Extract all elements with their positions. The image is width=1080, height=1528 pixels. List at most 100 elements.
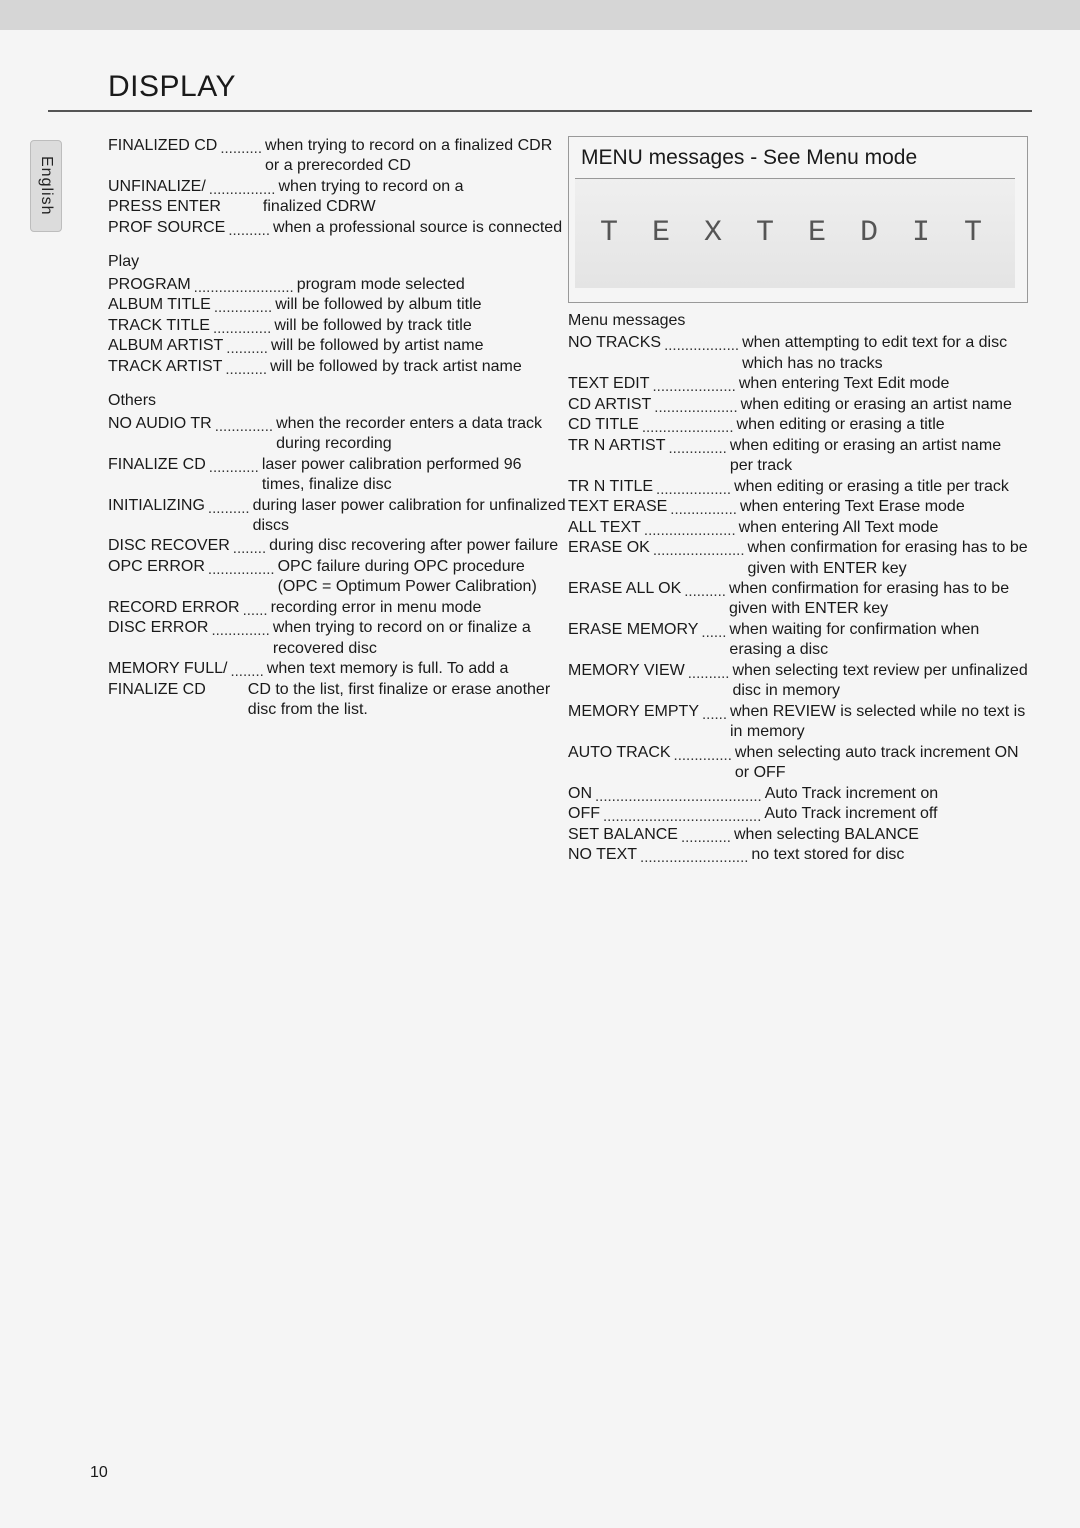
leader-dots: .................. xyxy=(663,336,740,351)
term: OFF xyxy=(568,804,602,824)
leader-dots: ........ xyxy=(229,662,264,677)
definition-entry: ON......................................… xyxy=(568,784,1028,804)
left-column: FINALIZED CD..........when trying to rec… xyxy=(108,136,568,721)
description: when editing or erasing a title xyxy=(735,415,1028,435)
term: OPC ERROR xyxy=(108,557,207,577)
description: when text memory is full. To add a xyxy=(265,659,568,679)
term: MEMORY FULL/ xyxy=(108,659,229,679)
leader-dots: .......... xyxy=(687,664,731,679)
term: TEXT ERASE xyxy=(568,497,669,517)
description: CD to the list, first finalize or erase … xyxy=(248,680,568,721)
leader-dots: ................ xyxy=(207,560,276,575)
description: OPC failure during OPC procedure (OPC = … xyxy=(276,557,568,598)
term: FINALIZE CD xyxy=(108,680,208,700)
page: English DISPLAY FINALIZED CD..........wh… xyxy=(0,0,1080,1528)
term: ON xyxy=(568,784,594,804)
description: recording error in menu mode xyxy=(269,598,568,618)
description: when trying to record on a finalized CDR… xyxy=(263,136,568,177)
term: CD TITLE xyxy=(568,415,641,435)
term: ERASE OK xyxy=(568,538,652,558)
definition-entry: MEMORY VIEW..........when selecting text… xyxy=(568,661,1028,702)
definition-entry: NO TRACKS..................when attempti… xyxy=(568,333,1028,374)
term: ALBUM ARTIST xyxy=(108,336,225,356)
term: MEMORY VIEW xyxy=(568,661,687,681)
definition-entry: RECORD ERROR......recording error in men… xyxy=(108,598,568,618)
definition-entry: ERASE ALL OK..........when confirmation … xyxy=(568,579,1028,620)
lcd-text: T E X T E D I T xyxy=(600,214,990,252)
term: CD ARTIST xyxy=(568,395,653,415)
definition-entry: UNFINALIZE/................when trying t… xyxy=(108,177,568,197)
definition-entry: PROGRAM........................program m… xyxy=(108,275,568,295)
leader-dots: ...... xyxy=(242,601,269,616)
leader-dots: .............. xyxy=(210,621,270,636)
term: NO TRACKS xyxy=(568,333,663,353)
description: will be followed by track artist name xyxy=(268,357,568,377)
term: FINALIZE CD xyxy=(108,455,208,475)
definition-entry: OFF.....................................… xyxy=(568,804,1028,824)
description: when a professional source is connected xyxy=(271,218,568,238)
term: ALBUM TITLE xyxy=(108,295,213,315)
term: ERASE ALL OK xyxy=(568,579,683,599)
description: when selecting auto track increment ON o… xyxy=(733,743,1028,784)
leader-dots: ...................... xyxy=(641,418,735,433)
term: TRACK ARTIST xyxy=(108,357,224,377)
description: Auto Track increment on xyxy=(763,784,1028,804)
term: RECORD ERROR xyxy=(108,598,242,618)
language-label: English xyxy=(37,156,55,215)
leader-dots: .......... xyxy=(227,221,271,236)
definition-entry: TRACK ARTIST..........will be followed b… xyxy=(108,357,568,377)
leader-dots: ...................... xyxy=(652,541,746,556)
term: AUTO TRACK xyxy=(568,743,673,763)
description: no text stored for disc xyxy=(749,845,1028,865)
term: MEMORY EMPTY xyxy=(568,702,701,722)
term: ALL TEXT xyxy=(568,518,643,538)
description: during laser power calibration for unfin… xyxy=(251,496,568,537)
menu-header: MENU messages - See Menu mode xyxy=(575,141,1021,172)
definition-entry: CD ARTIST....................when editin… xyxy=(568,395,1028,415)
leader-dots: .............. xyxy=(212,319,272,334)
definition-entry: AUTO TRACK..............when selecting a… xyxy=(568,743,1028,784)
definition-entry: SET BALANCE............when selecting BA… xyxy=(568,825,1028,845)
term: DISC RECOVER xyxy=(108,536,232,556)
definition-entry: TRACK TITLE..............will be followe… xyxy=(108,316,568,336)
definition-entry: ERASE OK......................when confi… xyxy=(568,538,1028,579)
columns: FINALIZED CD..........when trying to rec… xyxy=(108,136,1032,1036)
description: program mode selected xyxy=(295,275,568,295)
definition-entry: ALBUM ARTIST..........will be followed b… xyxy=(108,336,568,356)
leader-dots: .......... xyxy=(219,139,263,154)
lcd-illustration: T E X T E D I T xyxy=(575,178,1015,288)
play-heading: Play xyxy=(108,252,568,272)
definition-entry: TR N ARTIST..............when editing or… xyxy=(568,436,1028,477)
leader-dots: .......... xyxy=(207,499,251,514)
definition-entry: CD TITLE......................when editi… xyxy=(568,415,1028,435)
definition-entry: FINALIZED CD..........when trying to rec… xyxy=(108,136,568,177)
leader-dots: ............ xyxy=(208,458,260,473)
definition-entry: MEMORY FULL/........when text memory is … xyxy=(108,659,568,679)
description: when entering Text Edit mode xyxy=(737,374,1028,394)
definition-entry: FINALIZE CD............laser power calib… xyxy=(108,455,568,496)
description: will be followed by artist name xyxy=(269,336,568,356)
leader-dots: ........ xyxy=(232,539,267,554)
leader-dots: .......................... xyxy=(639,848,749,863)
description: when trying to record on or finalize a r… xyxy=(271,618,568,659)
definition-entry: DISC ERROR..............when trying to r… xyxy=(108,618,568,659)
definition-entry: DISC RECOVER........during disc recoveri… xyxy=(108,536,568,556)
description: when confirmation for erasing has to be … xyxy=(746,538,1029,579)
definition-entry: NO TEXT..........................no text… xyxy=(568,845,1028,865)
leader-dots: ...... xyxy=(701,705,728,720)
definition-entry: TEXT ERASE................when entering … xyxy=(568,497,1028,517)
leader-dots: ............ xyxy=(680,828,732,843)
definition-entry: ALL TEXT......................when enter… xyxy=(568,518,1028,538)
definition-entry: TR N TITLE..................when editing… xyxy=(568,477,1028,497)
leader-dots: .................... xyxy=(653,398,738,413)
description: when REVIEW is selected while no text is… xyxy=(728,702,1028,743)
title-rule xyxy=(48,110,1032,112)
definition-entry: MEMORY EMPTY......when REVIEW is selecte… xyxy=(568,702,1028,743)
definition-entry: TEXT EDIT....................when enteri… xyxy=(568,374,1028,394)
leader-dots: .............. xyxy=(214,417,274,432)
menu-sub-heading: Menu messages xyxy=(568,311,1028,331)
description: will be followed by album title xyxy=(273,295,568,315)
term: SET BALANCE xyxy=(568,825,680,845)
description: when selecting text review per unfinaliz… xyxy=(730,661,1028,702)
description: when confirmation for erasing has to be … xyxy=(727,579,1028,620)
